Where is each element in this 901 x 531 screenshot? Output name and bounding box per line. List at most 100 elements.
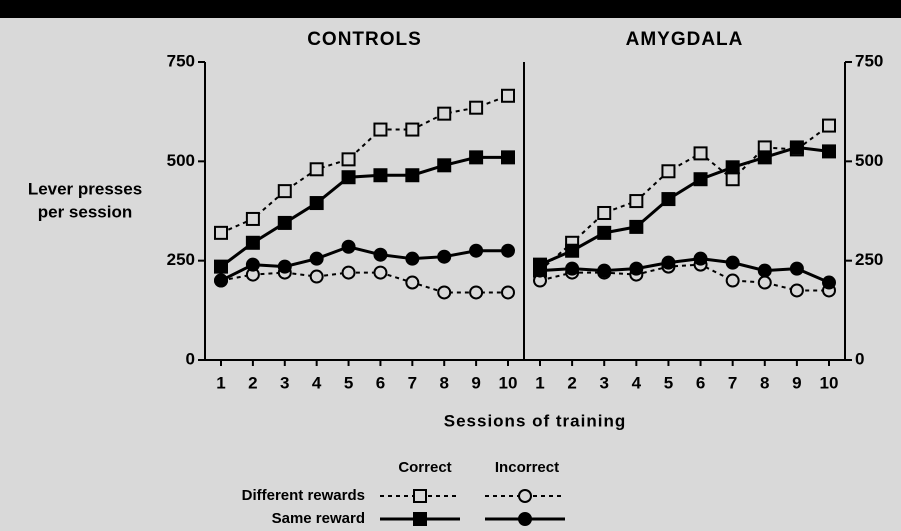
y-tick-label: 250	[167, 250, 195, 269]
square-marker	[341, 152, 356, 167]
circle-marker	[469, 243, 484, 258]
square-marker	[661, 164, 676, 179]
square-marker	[245, 235, 260, 250]
circle-marker	[757, 275, 772, 290]
circle-marker	[469, 285, 484, 300]
circle-marker	[822, 275, 836, 290]
x-tick-label: 8	[439, 373, 448, 392]
x-tick-label: 3	[280, 373, 289, 392]
square-marker	[725, 160, 740, 175]
square-marker	[437, 106, 452, 121]
square-marker	[565, 243, 580, 258]
circle-marker	[501, 243, 515, 258]
square-marker	[725, 172, 740, 187]
chart-title: AMYGDALA	[626, 29, 744, 50]
square-marker	[405, 122, 420, 137]
circle-marker	[373, 247, 388, 262]
x-tick-label: 2	[567, 373, 576, 392]
square-marker	[373, 168, 388, 183]
circle-marker	[245, 257, 260, 272]
circle-marker	[405, 275, 420, 290]
x-tick-label: 10	[499, 373, 518, 392]
x-axis-label: Sessions of training	[444, 411, 626, 430]
x-tick-label: 10	[820, 373, 839, 392]
x-tick-label: 4	[312, 373, 322, 392]
circle-marker	[725, 255, 740, 270]
x-tick-label: 3	[599, 373, 608, 392]
circle-marker	[661, 255, 676, 270]
circle-marker	[725, 273, 740, 288]
y-tick-label: 750	[855, 51, 883, 70]
x-tick-label: 2	[248, 373, 257, 392]
square-marker	[405, 168, 420, 183]
square-marker	[757, 150, 772, 165]
square-marker	[245, 211, 260, 226]
square-marker	[309, 196, 324, 211]
top-bar	[0, 0, 901, 18]
square-marker	[661, 192, 676, 207]
x-tick-label: 9	[471, 373, 480, 392]
y-tick-label: 0	[855, 349, 864, 368]
square-marker	[501, 88, 515, 103]
series-line	[539, 124, 830, 272]
x-tick-label: 4	[632, 373, 642, 392]
legend-row: Same reward	[272, 510, 365, 527]
x-tick-label: 9	[792, 373, 801, 392]
square-marker	[277, 215, 292, 230]
circle-marker	[518, 489, 532, 503]
x-tick-label: 1	[216, 373, 225, 392]
square-marker	[277, 184, 292, 199]
x-tick-label: 1	[535, 373, 544, 392]
x-tick-label: 8	[760, 373, 769, 392]
legend-row: Different rewards	[242, 487, 365, 504]
circle-marker	[789, 261, 804, 276]
square-marker	[341, 170, 356, 185]
circle-marker	[341, 265, 356, 280]
y-tick-label: 500	[167, 151, 195, 170]
y-tick-label: 500	[855, 151, 883, 170]
circle-marker	[533, 263, 547, 278]
x-tick-label: 6	[376, 373, 385, 392]
square-marker	[437, 158, 452, 173]
square-marker	[629, 194, 644, 209]
square-marker	[469, 100, 484, 115]
x-tick-label: 7	[728, 373, 737, 392]
series-line	[539, 263, 829, 292]
series-line	[220, 94, 509, 234]
circle-marker	[309, 251, 324, 266]
square-marker	[629, 219, 644, 234]
chart-title: CONTROLS	[307, 29, 422, 50]
square-marker	[693, 146, 708, 161]
square-marker	[413, 489, 427, 503]
circle-marker	[214, 273, 228, 288]
series-line	[539, 145, 830, 267]
square-marker	[214, 259, 228, 274]
circle-marker	[277, 259, 292, 274]
x-tick-label: 7	[408, 373, 417, 392]
square-marker	[822, 144, 836, 159]
circle-marker	[693, 251, 708, 266]
series-line	[539, 257, 830, 284]
circle-marker	[597, 263, 612, 278]
y-axis-label: per session	[38, 202, 133, 221]
x-tick-label: 5	[664, 373, 673, 392]
legend-column: Incorrect	[495, 459, 559, 476]
series-line	[220, 245, 508, 282]
circle-marker	[309, 269, 324, 284]
legend-column: Correct	[398, 459, 451, 476]
square-marker	[822, 118, 836, 133]
circle-marker	[437, 249, 452, 264]
series-line	[220, 155, 508, 268]
x-tick-label: 5	[344, 373, 353, 392]
square-marker	[413, 512, 427, 526]
y-tick-label: 750	[167, 51, 195, 70]
circle-marker	[757, 263, 772, 278]
circle-marker	[405, 251, 420, 266]
square-marker	[597, 225, 612, 240]
circle-marker	[629, 261, 644, 276]
square-marker	[469, 150, 484, 165]
circle-marker	[518, 512, 532, 526]
square-marker	[214, 225, 228, 240]
square-marker	[373, 122, 388, 137]
